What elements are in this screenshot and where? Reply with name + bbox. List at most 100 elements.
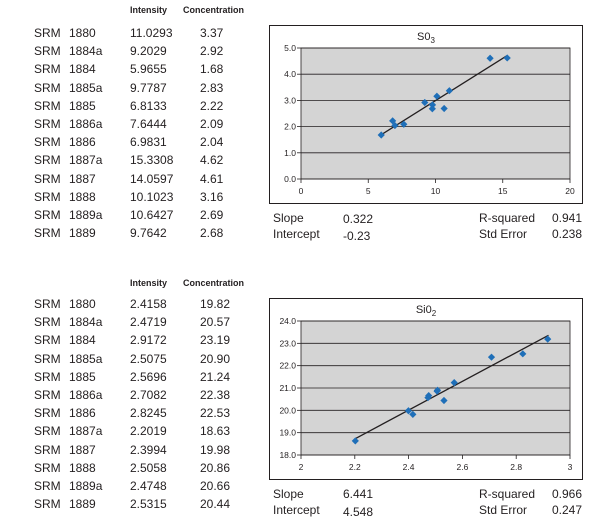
intensity-cell: 7.6444 [130, 117, 167, 131]
chart-title-main: Si0 [416, 304, 432, 316]
concentration-cell: 2.68 [200, 226, 224, 241]
y-tick-label: 3.0 [284, 95, 296, 105]
concentration-header: Concentration [183, 278, 245, 288]
r-squared-value: 0.941 [552, 211, 583, 225]
table-row: SRM 1886 2.8245 22.53 [0, 404, 260, 422]
intercept-label: Intercept [273, 503, 320, 517]
table-row: SRM 1888 10.1023 3.16 [0, 188, 260, 206]
table-row: SRM 1884a 9.2029 2.92 [0, 42, 260, 60]
plot-area [300, 47, 571, 180]
table-row: SRM 1889a 2.4748 20.66 [0, 477, 260, 495]
slope-label: Slope [273, 487, 304, 501]
concentration-cell: 1.68 [200, 62, 224, 77]
x-tick-label: 3 [568, 462, 573, 472]
srm-cell: SRM [34, 80, 61, 95]
sample-id-cell: 1887a [69, 153, 103, 168]
intensity-cell: 2.3994 [130, 442, 167, 457]
intercept-value: -0.23 [343, 229, 371, 243]
std-error-value: 0.238 [552, 227, 583, 241]
x-tick-label: 2.8 [510, 462, 522, 472]
table-row: SRM 1885 2.5696 21.24 [0, 368, 260, 386]
concentration-cell: 2.92 [200, 44, 224, 59]
concentration-cell: 22.38 [200, 388, 231, 402]
srm-cell: SRM [34, 26, 61, 40]
data-point [351, 437, 359, 445]
srm-cell: SRM [34, 189, 61, 204]
concentration-cell: 22.53 [200, 406, 231, 421]
table-row: SRM 1887 14.0597 4.61 [0, 170, 260, 188]
x-tick-label: 0 [299, 186, 304, 196]
concentration-cell: 3.16 [200, 189, 224, 204]
concentration-cell: 4.61 [200, 171, 224, 186]
intensity-cell: 6.9831 [130, 135, 167, 150]
sio2-chart: Si02 18.0 19.0 20.0 21.0 22.0 23.0 24.0 2 2.2 2.4 2… [269, 298, 583, 480]
table-row: SRM 1885 6.8133 2.22 [0, 97, 260, 115]
sample-id-cell: 1880 [69, 297, 96, 311]
concentration-cell: 20.86 [200, 460, 231, 475]
intensity-cell: 2.4158 [130, 297, 167, 311]
table-row: SRM 1884 2.9172 23.19 [0, 331, 260, 349]
srm-cell: SRM [34, 153, 61, 168]
slope-label: Slope [273, 211, 304, 225]
x-tick-label: 2.2 [349, 462, 361, 472]
data-point [486, 54, 494, 62]
concentration-cell: 2.69 [200, 208, 224, 222]
intercept-value: 4.548 [343, 505, 374, 519]
concentration-cell: 2.09 [200, 117, 224, 131]
std-error-label: Std Error [479, 503, 528, 517]
concentration-cell: 4.62 [200, 153, 224, 168]
sample-id-cell: 1885a [69, 80, 103, 95]
sample-id-cell: 1888 [69, 460, 96, 475]
table-row: SRM 1880 11.0293 3.37 [0, 24, 260, 42]
intensity-cell: 2.2019 [130, 424, 167, 439]
sample-id-cell: 1887a [69, 424, 103, 439]
concentration-cell: 19.82 [200, 297, 231, 311]
table-row: SRM 1887 2.3994 19.98 [0, 441, 260, 459]
x-tick-label: 2.4 [403, 462, 415, 472]
x-tick-label: 10 [431, 186, 441, 196]
concentration-cell: 20.44 [200, 497, 231, 512]
sample-id-cell: 1880 [69, 26, 96, 40]
trend-line [354, 334, 549, 440]
table-row: SRM 1888 2.5058 20.86 [0, 459, 260, 477]
y-tick-label: 20.0 [279, 405, 296, 415]
sample-id-cell: 1884 [69, 62, 96, 77]
table-row: SRM 1884a 2.4719 20.57 [0, 313, 260, 331]
data-point [428, 105, 436, 113]
intensity-cell: 2.4719 [130, 315, 167, 330]
concentration-cell: 23.19 [200, 333, 231, 348]
y-tick-label: 24.0 [279, 316, 296, 326]
sample-id-cell: 1889 [69, 226, 96, 241]
intensity-header: Intensity [130, 5, 168, 15]
concentration-cell: 2.22 [200, 98, 224, 113]
intensity-cell: 15.3308 [130, 153, 174, 168]
so3-chart-svg: S03 0.0 1.0 2.0 3.0 4.0 5.0 0 5 10 15 20 [284, 31, 575, 196]
intensity-cell: 2.8245 [130, 406, 167, 421]
table-row: SRM 1887a 2.2019 18.63 [0, 422, 260, 440]
intensity-cell: 2.5058 [130, 460, 167, 475]
table-row: SRM 1889 9.7642 2.68 [0, 224, 260, 242]
sample-id-cell: 1888 [69, 189, 96, 204]
x-tick-label: 20 [565, 186, 575, 196]
intensity-header: Intensity [130, 278, 168, 288]
concentration-cell: 19.98 [200, 442, 231, 457]
y-tick-label: 5.0 [284, 43, 296, 53]
intensity-cell: 9.2029 [130, 44, 167, 59]
concentration-cell: 20.66 [200, 479, 231, 493]
concentration-cell: 20.57 [200, 315, 231, 330]
sample-id-cell: 1885 [69, 369, 96, 384]
srm-cell: SRM [34, 117, 61, 131]
srm-cell: SRM [34, 351, 61, 366]
table-row: SRM 1880 2.4158 19.82 [0, 295, 260, 313]
chart-title-main: S0 [417, 31, 430, 43]
data-point [428, 101, 437, 109]
intensity-cell: 14.0597 [130, 171, 174, 186]
sample-id-cell: 1889 [69, 497, 96, 512]
intensity-cell: 10.1023 [130, 189, 174, 204]
table-row: SRM 1889 2.5315 20.44 [0, 495, 260, 513]
concentration-cell: 18.63 [200, 424, 231, 439]
data-point [389, 117, 397, 125]
intensity-cell: 2.5696 [130, 369, 167, 384]
srm-cell: SRM [34, 44, 61, 59]
